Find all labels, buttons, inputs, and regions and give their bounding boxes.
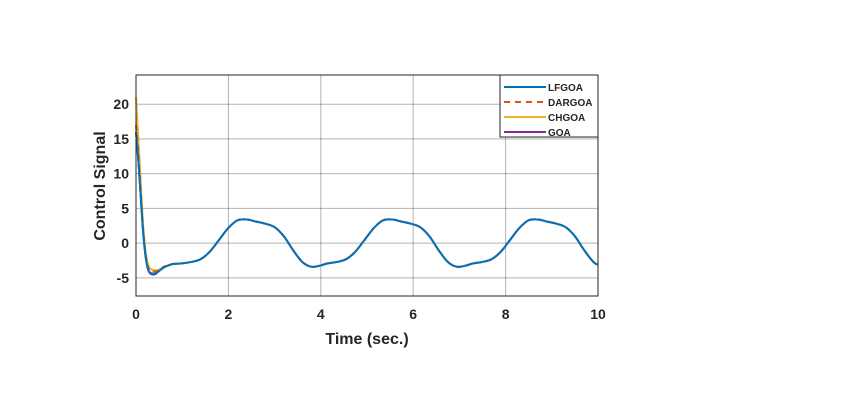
legend-label: GOA xyxy=(548,128,571,139)
y-tick-label: 20 xyxy=(113,96,129,112)
legend-box xyxy=(499,74,599,138)
y-tick-label: 5 xyxy=(121,200,129,216)
y-axis-label: Control Signal xyxy=(92,131,109,240)
x-axis-label: Time (sec.) xyxy=(325,331,408,348)
x-tick-label: 6 xyxy=(409,306,417,322)
tick-labels: 0 2 4 6 8 10 -5 0 5 10 15 20 xyxy=(113,96,606,322)
legend-label: CHGOA xyxy=(548,113,585,124)
legend-label: DARGOA xyxy=(548,98,592,109)
x-tick-label: 0 xyxy=(132,306,140,322)
x-tick-label: 4 xyxy=(317,306,325,322)
series-line-lfgoa xyxy=(135,131,599,275)
x-tick-label: 10 xyxy=(590,306,606,322)
legend: LFGOA DARGOA CHGOA GOA xyxy=(499,74,599,139)
x-tick-label: 8 xyxy=(502,306,510,322)
series-lines xyxy=(135,97,599,276)
y-tick-label: 10 xyxy=(113,166,129,182)
axes-box xyxy=(135,74,599,297)
x-tick-label: 2 xyxy=(225,306,233,322)
legend-label: LFGOA xyxy=(548,83,583,94)
y-tick-label: -5 xyxy=(117,270,130,286)
y-tick-label: 15 xyxy=(113,131,129,147)
y-tick-label: 0 xyxy=(121,235,129,251)
